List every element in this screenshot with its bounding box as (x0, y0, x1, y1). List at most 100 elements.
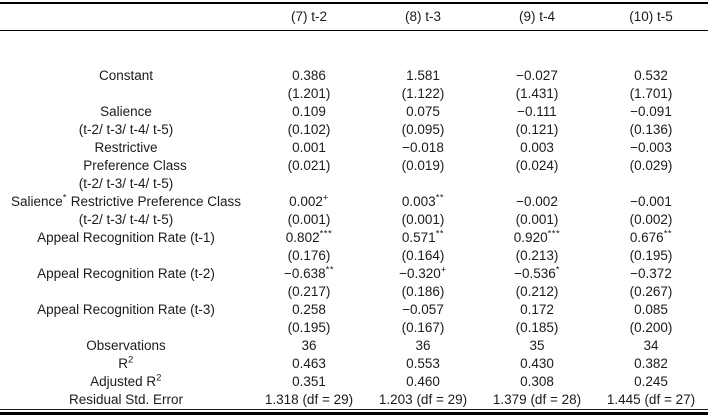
table-row: Adjusted R2 0.351 0.460 0.308 0.245 (0, 373, 708, 391)
value-cell: 0.308 (520, 374, 554, 389)
value-cell: (0.213) (515, 248, 559, 263)
value-cell: −0.057 (402, 302, 444, 317)
significance-marker: * (555, 264, 560, 276)
value-cell: (0.021) (287, 158, 331, 173)
value-cell: −0.320+ (399, 264, 447, 281)
value-cell: 0.258 (292, 302, 326, 317)
significance-marker: ** (435, 228, 445, 240)
row-label (0, 319, 252, 337)
value-cell: 0.553 (406, 356, 440, 371)
value-cell: 36 (415, 338, 431, 353)
value-cell: 0.109 (292, 104, 326, 119)
value-cell: −0.018 (402, 140, 444, 155)
value-cell: 0.085 (634, 302, 668, 317)
header-label-cell (0, 3, 252, 31)
value-cell: (0.121) (515, 122, 559, 137)
value-cell: −0.372 (630, 266, 672, 281)
significance-marker: + (322, 192, 329, 204)
table-row: Appeal Recognition Rate (t-1) 0.802*** 0.5… (0, 229, 708, 247)
value-cell: (0.001) (401, 212, 445, 227)
table-row: Observations 36 36 35 34 (0, 337, 708, 355)
value-cell: (0.186) (401, 284, 445, 299)
row-label (0, 283, 252, 301)
value-cell: (1.201) (287, 86, 331, 101)
value-cell: 1.581 (406, 68, 440, 83)
table-row: Residual Std. Error 1.318 (df = 29) 1.203 … (0, 391, 708, 410)
table-row: (0.195) (0.167) (0.185) (0.200) (0, 319, 708, 337)
row-label: (t-2/ t-3/ t-4/ t-5) (78, 212, 174, 227)
value-cell: 0.001 (292, 140, 326, 155)
value-cell: −0.536* (514, 264, 560, 281)
value-cell: (0.001) (287, 212, 331, 227)
significance-marker: + (440, 264, 447, 276)
value-cell: (0.212) (515, 284, 559, 299)
value-cell: (0.102) (287, 122, 331, 137)
value-cell (594, 175, 708, 193)
value-cell: 0.920*** (513, 228, 561, 245)
row-label: Salience* Restrictive Preference Class (10, 192, 242, 209)
value-cell: 0.075 (406, 104, 440, 119)
value-cell: 0.003** (401, 192, 445, 209)
value-cell: 0.802*** (285, 228, 333, 245)
header-col-model-9: (9) t-4 (480, 3, 594, 31)
value-cell: (1.122) (401, 86, 445, 101)
value-cell: 0.351 (292, 374, 326, 389)
value-cell: (0.164) (401, 248, 445, 263)
table-row: Salience* Restrictive Preference Class 0.… (0, 193, 708, 211)
value-cell: (0.195) (629, 248, 673, 263)
row-label: R2 (118, 354, 134, 371)
row-label: (t-2/ t-3/ t-4/ t-5) (78, 176, 174, 191)
value-cell: (0.029) (629, 158, 673, 173)
value-cell: 1.203 (df = 29) (366, 391, 480, 410)
significance-marker: *** (547, 228, 561, 240)
table-row: (t-2/ t-3/ t-4/ t-5) (0.102) (0.095) (0.121… (0, 121, 708, 139)
value-cell (366, 175, 480, 193)
value-cell: 0.676** (629, 228, 673, 245)
value-cell: 0.463 (292, 356, 326, 371)
significance-marker: 2 (127, 354, 134, 366)
table-row: (1.201) (1.122) (1.431) (1.701) (0, 85, 708, 103)
significance-marker: ** (663, 228, 673, 240)
value-cell: 1.318 (df = 29) (252, 391, 366, 410)
row-label: Adjusted R2 (90, 372, 162, 389)
value-cell: (1.701) (629, 86, 673, 101)
value-cell (480, 175, 594, 193)
value-cell: −0.111 (517, 104, 557, 119)
value-cell: (0.185) (515, 320, 559, 335)
significance-marker: 2 (156, 372, 162, 384)
value-cell: (0.217) (287, 284, 331, 299)
significance-marker: ** (325, 264, 335, 276)
row-label: Appeal Recognition Rate (t-1) (37, 230, 215, 245)
value-cell: 1.445 (df = 27) (594, 391, 708, 410)
header-col-model-8: (8) t-3 (366, 3, 480, 31)
value-cell: (0.019) (401, 158, 445, 173)
row-label: Constant (98, 68, 154, 83)
table-row: R2 0.463 0.553 0.430 0.382 (0, 355, 708, 373)
row-label: Observations (86, 338, 166, 353)
value-cell: (0.167) (401, 320, 445, 335)
value-cell: 35 (529, 338, 545, 353)
row-label: Restrictive (94, 140, 158, 155)
value-cell: (0.195) (287, 320, 331, 335)
row-label: Preference Class (83, 158, 187, 173)
value-cell: 0.002+ (289, 192, 329, 209)
value-cell: (0.095) (401, 122, 445, 137)
value-cell: (0.200) (629, 320, 673, 335)
value-cell: (0.176) (287, 248, 331, 263)
value-cell: (0.001) (515, 212, 559, 227)
table-row: Appeal Recognition Rate (t-3) 0.258 −0.057… (0, 301, 708, 319)
table-row: (t-2/ t-3/ t-4/ t-5) (0.001) (0.001) (0.001… (0, 211, 708, 229)
value-cell: 36 (301, 338, 317, 353)
value-cell: 0.430 (520, 356, 554, 371)
row-label (0, 247, 252, 265)
table-row: (0.217) (0.186) (0.212) (0.267) (0, 283, 708, 301)
header-col-model-7: (7) t-2 (252, 3, 366, 31)
row-label: Appeal Recognition Rate (t-3) (37, 302, 215, 317)
header-col-model-10: (10) t-5 (594, 3, 708, 31)
row-label: Residual Std. Error (0, 391, 252, 410)
value-cell: 0.003 (520, 140, 554, 155)
value-cell: −0.003 (630, 140, 672, 155)
value-cell: −0.001 (630, 194, 672, 209)
value-cell: −0.002 (516, 194, 558, 209)
